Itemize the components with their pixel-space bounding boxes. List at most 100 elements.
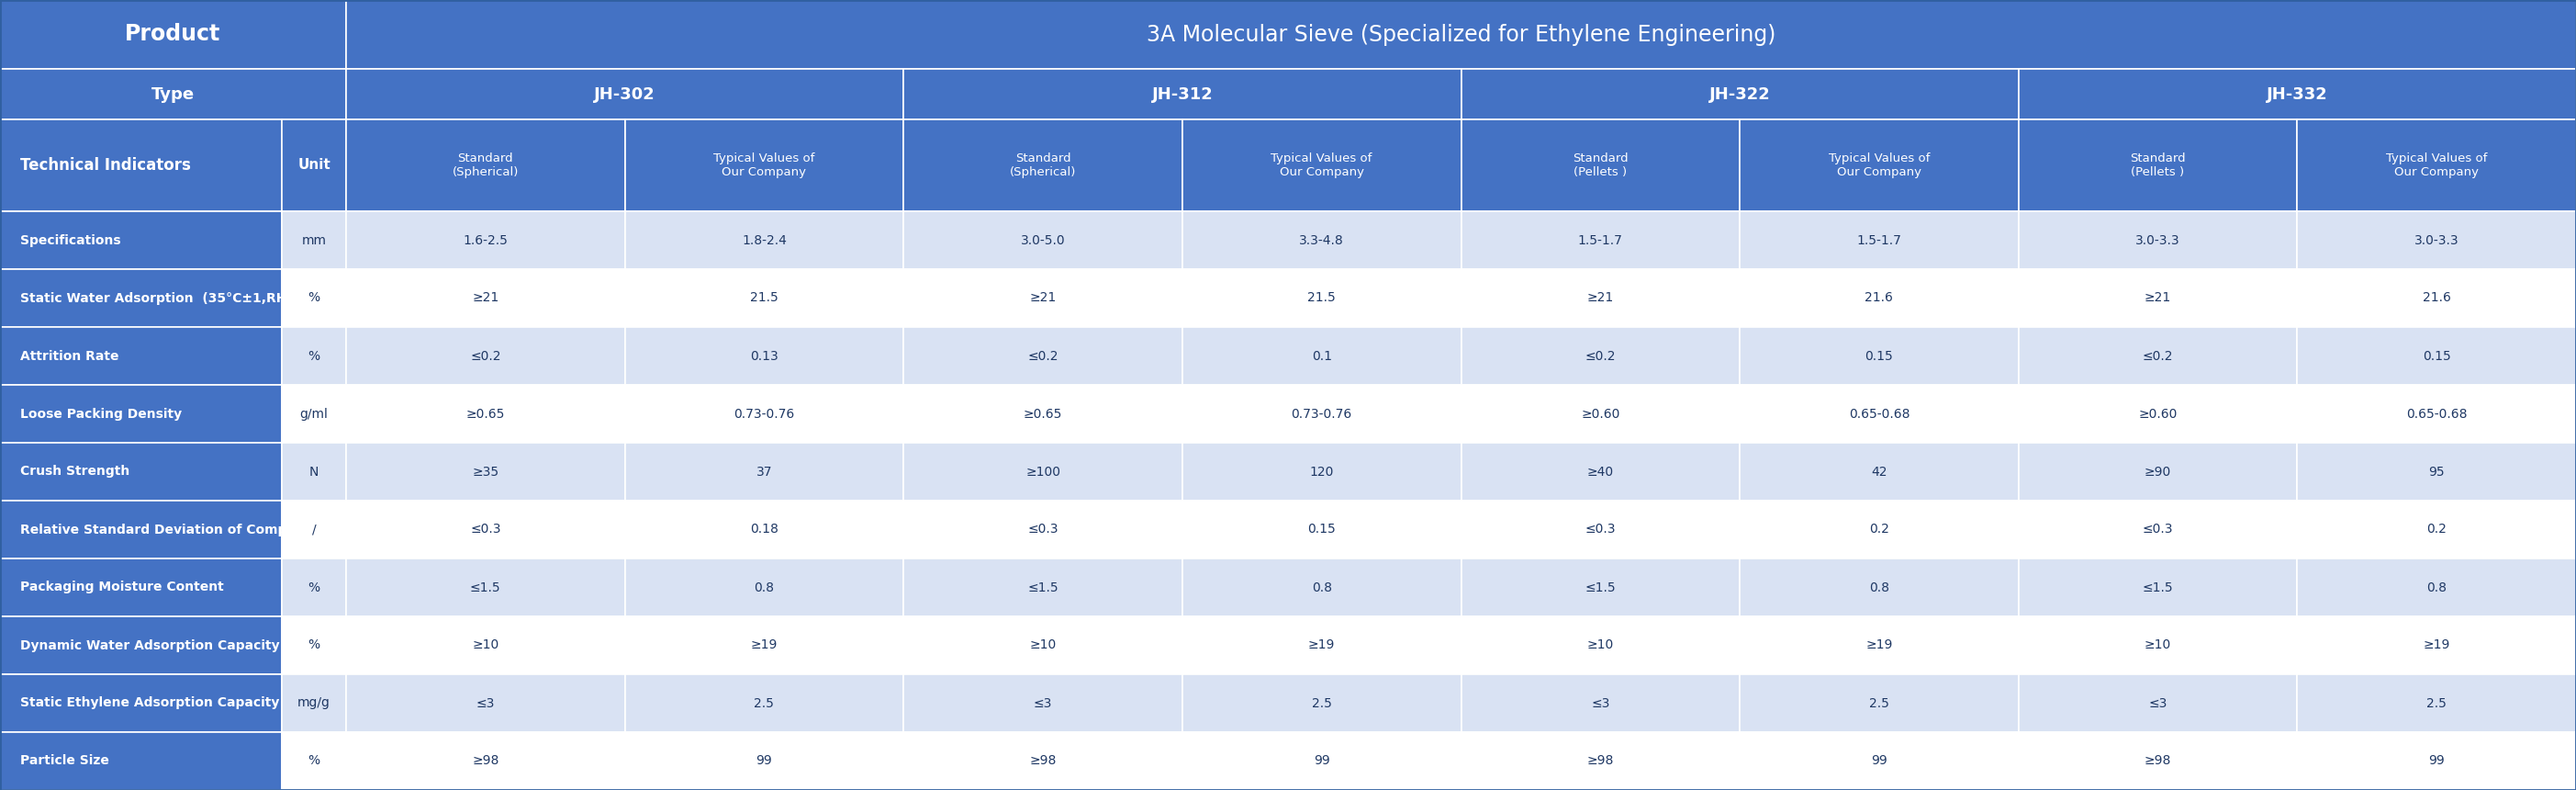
Bar — [2298, 674, 2576, 732]
Bar — [345, 674, 626, 732]
Text: 0.1: 0.1 — [1311, 349, 1332, 363]
Text: Static Ethylene Adsorption Capacity: Static Ethylene Adsorption Capacity — [21, 697, 281, 709]
Bar — [2298, 211, 2576, 269]
Bar — [281, 211, 345, 269]
Bar — [2020, 616, 2298, 674]
Bar — [1461, 327, 1739, 385]
Text: 0.8: 0.8 — [755, 581, 775, 594]
Text: Technical Indicators: Technical Indicators — [21, 157, 191, 174]
Bar — [1182, 385, 1461, 442]
Text: ≥98: ≥98 — [1587, 754, 1615, 768]
Text: %: % — [309, 754, 319, 768]
Text: 0.18: 0.18 — [750, 523, 778, 536]
Text: 120: 120 — [1309, 465, 1334, 478]
Bar — [2020, 674, 2298, 732]
Bar — [626, 616, 904, 674]
Bar — [1182, 269, 1461, 327]
Bar — [1182, 501, 1461, 559]
Bar — [1461, 69, 2020, 119]
Text: Standard
(Pellets ): Standard (Pellets ) — [2130, 152, 2184, 179]
Text: ≥98: ≥98 — [1030, 754, 1056, 768]
Bar — [0, 269, 281, 327]
Text: %: % — [309, 581, 319, 594]
Bar — [0, 69, 345, 119]
Text: 21.5: 21.5 — [1309, 292, 1337, 304]
Text: 0.8: 0.8 — [2427, 581, 2447, 594]
Text: ≤0.3: ≤0.3 — [2143, 523, 2174, 536]
Bar — [904, 385, 1182, 442]
Bar — [1461, 732, 1739, 790]
Bar — [1182, 674, 1461, 732]
Bar — [0, 501, 281, 559]
Bar — [2298, 327, 2576, 385]
Text: 99: 99 — [1314, 754, 1329, 768]
Text: 3.0-5.0: 3.0-5.0 — [1020, 234, 1066, 246]
Text: ≥19: ≥19 — [1865, 639, 1893, 652]
Bar — [626, 327, 904, 385]
Text: ≥21: ≥21 — [1030, 292, 1056, 304]
Text: 21.5: 21.5 — [750, 292, 778, 304]
Text: Type: Type — [152, 86, 196, 103]
Bar — [281, 119, 345, 211]
Text: ≥98: ≥98 — [2143, 754, 2172, 768]
Text: 21.6: 21.6 — [2421, 292, 2450, 304]
Text: 3.0-3.3: 3.0-3.3 — [2136, 234, 2179, 246]
Bar — [345, 69, 904, 119]
Bar — [0, 327, 281, 385]
Bar — [281, 616, 345, 674]
Bar — [2298, 442, 2576, 501]
Text: 3.0-3.3: 3.0-3.3 — [2414, 234, 2460, 246]
Text: 99: 99 — [1870, 754, 1888, 768]
Bar — [345, 327, 626, 385]
Text: ≥100: ≥100 — [1025, 465, 1061, 478]
Text: ≥21: ≥21 — [1587, 292, 1613, 304]
Bar — [2298, 501, 2576, 559]
Bar — [1182, 327, 1461, 385]
Bar — [626, 732, 904, 790]
Bar — [1461, 674, 1739, 732]
Bar — [904, 732, 1182, 790]
Bar — [626, 211, 904, 269]
Bar — [2298, 269, 2576, 327]
Bar — [904, 442, 1182, 501]
Text: %: % — [309, 349, 319, 363]
Bar — [2298, 732, 2576, 790]
Text: Standard
(Pellets ): Standard (Pellets ) — [1571, 152, 1628, 179]
Text: ≥10: ≥10 — [1030, 639, 1056, 652]
Bar — [1182, 732, 1461, 790]
Text: ≤0.2: ≤0.2 — [1584, 349, 1615, 363]
Bar — [2020, 559, 2298, 616]
Text: Particle Size: Particle Size — [21, 754, 111, 768]
Bar — [2020, 69, 2576, 119]
Text: 2.5: 2.5 — [1870, 697, 1888, 709]
Bar — [0, 442, 281, 501]
Text: ≤1.5: ≤1.5 — [2143, 581, 2174, 594]
Bar — [345, 616, 626, 674]
Bar — [1461, 119, 1739, 211]
Text: 99: 99 — [2429, 754, 2445, 768]
Text: ≤1.5: ≤1.5 — [1584, 581, 1615, 594]
Bar — [281, 269, 345, 327]
Text: 95: 95 — [2429, 465, 2445, 478]
Text: 0.73-0.76: 0.73-0.76 — [734, 408, 793, 420]
Text: 0.15: 0.15 — [1865, 349, 1893, 363]
Text: ≥21: ≥21 — [471, 292, 500, 304]
Bar — [904, 327, 1182, 385]
Text: ≥35: ≥35 — [471, 465, 500, 478]
Text: ≥21: ≥21 — [2143, 292, 2172, 304]
Text: ≥90: ≥90 — [2143, 465, 2172, 478]
Bar — [0, 0, 345, 69]
Bar — [0, 732, 281, 790]
Bar — [0, 674, 281, 732]
Text: Standard
(Spherical): Standard (Spherical) — [1010, 152, 1077, 179]
Text: 2.5: 2.5 — [1311, 697, 1332, 709]
Text: %: % — [309, 292, 319, 304]
Bar — [626, 559, 904, 616]
Bar — [281, 327, 345, 385]
Text: Typical Values of
Our Company: Typical Values of Our Company — [1270, 152, 1373, 179]
Bar — [904, 69, 1461, 119]
Bar — [0, 559, 281, 616]
Bar — [2020, 211, 2298, 269]
Bar — [0, 119, 281, 211]
Text: JH-322: JH-322 — [1708, 86, 1770, 103]
